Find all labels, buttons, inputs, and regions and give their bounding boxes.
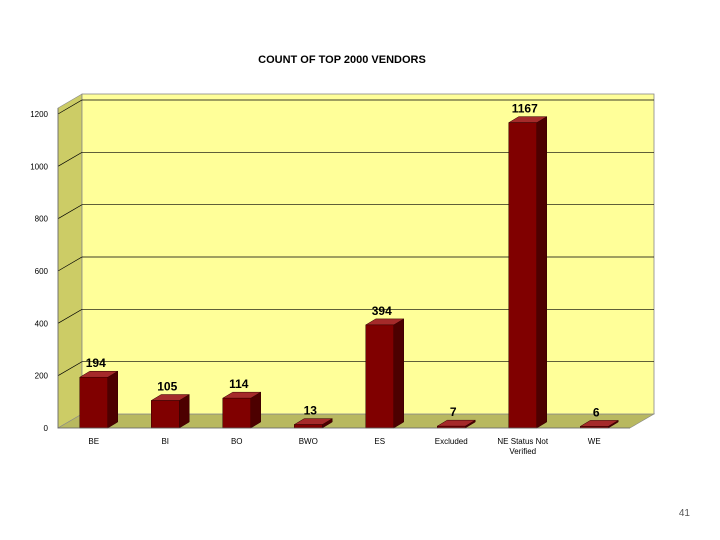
bar: [151, 400, 180, 429]
x-tick-label-line: BWO: [299, 437, 318, 446]
x-tick-label-line: BI: [161, 437, 169, 446]
x-tick-label: BE: [88, 437, 99, 446]
data-label: 105: [157, 380, 177, 394]
x-tick-label-line: BE: [88, 437, 99, 446]
gridline: [57, 151, 654, 167]
x-tick-label-line: NE Status Not: [497, 437, 548, 446]
x-tick-label: BO: [231, 437, 243, 446]
data-label: 194: [86, 356, 106, 370]
bar: [79, 376, 108, 429]
bar: [294, 424, 323, 429]
gridline: [57, 256, 654, 272]
y-tick-label: 600: [35, 267, 49, 276]
data-label: 13: [304, 404, 318, 418]
chart-floor: [56, 413, 656, 429]
y-tick-label: 800: [35, 215, 49, 224]
y-tick-label: 400: [35, 319, 49, 328]
x-tick-label: WE: [588, 437, 601, 446]
bar-side: [536, 116, 547, 429]
gridline: [57, 308, 654, 324]
x-tick-label-line: Verified: [509, 447, 536, 456]
x-tick-label: BWO: [299, 437, 318, 446]
gridline: [57, 361, 654, 376]
x-tick-label: NE Status Not Verified: [497, 437, 548, 456]
data-label: 394: [372, 304, 392, 318]
x-tick-label-line: ES: [374, 437, 385, 446]
y-tick-label: 1000: [30, 162, 48, 171]
gridline: [57, 204, 654, 219]
x-tick-label: ES: [374, 437, 385, 446]
data-label: 1167: [512, 102, 538, 116]
y-tick-label: 200: [35, 372, 49, 381]
x-tick-label-line: WE: [588, 437, 601, 446]
data-label: 6: [593, 405, 600, 419]
bar: [508, 122, 537, 429]
bar-side: [393, 318, 404, 429]
data-label: 114: [229, 377, 249, 391]
y-tick-label: 0: [44, 424, 49, 433]
bar-side: [107, 370, 118, 429]
bar: [365, 324, 394, 429]
x-tick-label-line: Excluded: [435, 437, 468, 446]
x-tick-label: Excluded: [435, 437, 468, 446]
gridline: [57, 99, 654, 115]
data-label: 7: [450, 405, 457, 419]
y-tick-label: 1200: [30, 110, 48, 119]
x-tick-label-line: BO: [231, 437, 243, 446]
bar: [222, 397, 251, 429]
x-tick-label: BI: [161, 437, 169, 446]
page-number: 41: [678, 508, 690, 519]
chart-side-wall: [57, 93, 83, 429]
chart-title: COUNT OF TOP 2000 VENDORS: [258, 54, 426, 66]
